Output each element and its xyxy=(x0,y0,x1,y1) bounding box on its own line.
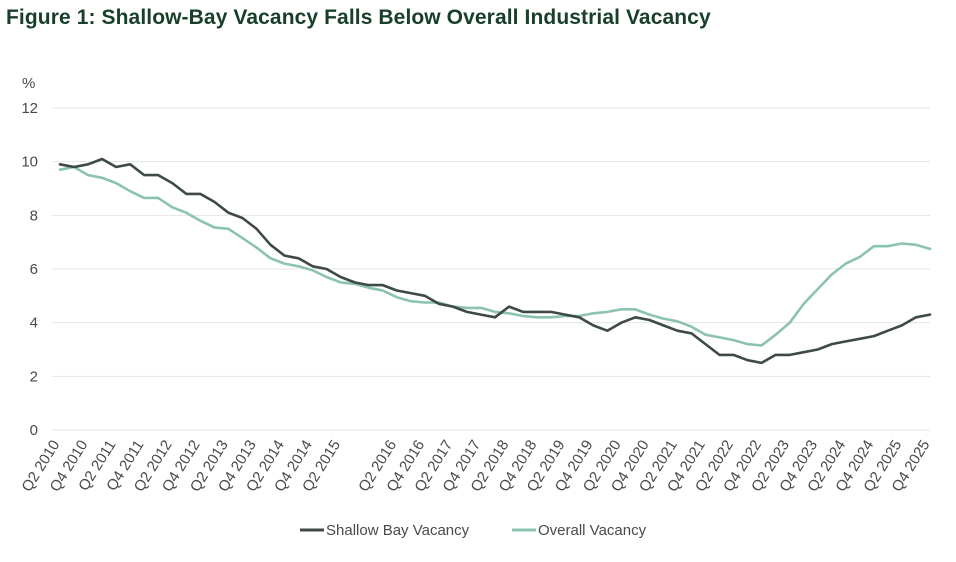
y-axis-unit: % xyxy=(22,75,35,92)
y-tick-label: 6 xyxy=(30,261,38,278)
y-tick-label: 10 xyxy=(21,154,38,171)
y-tick-label: 0 xyxy=(30,422,38,439)
chart-title: Figure 1: Shallow-Bay Vacancy Falls Belo… xyxy=(6,6,711,29)
y-tick-label: 4 xyxy=(30,315,38,332)
legend-label-shallow-bay-vacancy: Shallow Bay Vacancy xyxy=(326,522,470,539)
y-tick-label: 2 xyxy=(30,368,38,385)
y-tick-label: 12 xyxy=(21,100,38,117)
shallow-bay-vacancy-line xyxy=(58,157,932,365)
legend-label-overall-vacancy: Overall Vacancy xyxy=(538,522,647,539)
overall-vacancy-line xyxy=(58,165,932,347)
y-tick-label: 8 xyxy=(30,207,38,224)
